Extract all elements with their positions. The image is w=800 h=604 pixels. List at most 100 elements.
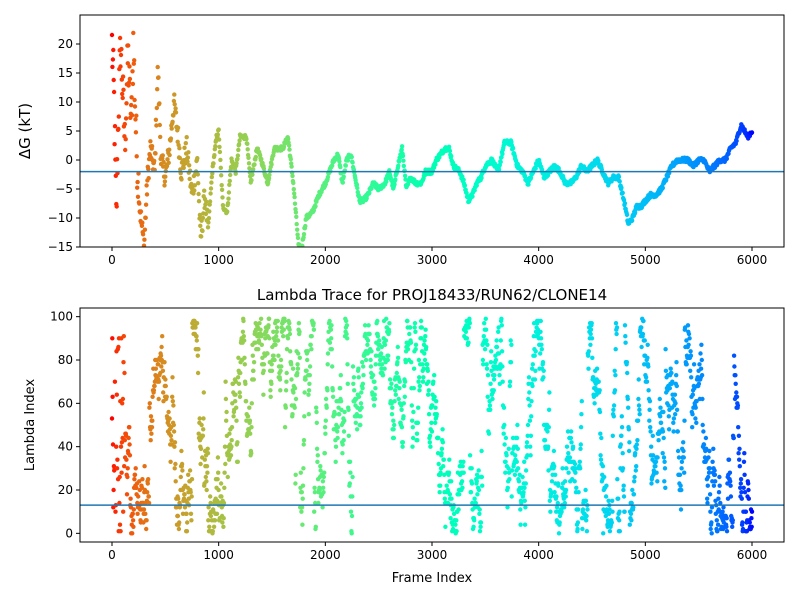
lambda-point [315,453,320,458]
lambda-point [604,483,609,488]
lambda-point [484,338,489,343]
lambda-point [285,336,291,341]
lambda-point [728,479,733,484]
lambda-point [184,511,189,516]
lambda-point [266,323,271,328]
lambda-point [742,472,747,477]
lambda-point [523,468,529,473]
lambda-point [361,373,366,378]
lambda-point [481,362,486,367]
lambda-point [433,420,438,425]
lambda-point [299,490,304,495]
lambda-point [161,390,166,395]
lambda-point [546,444,551,449]
lambda-point [472,518,477,523]
delta-g-point [171,98,177,104]
lambda-point [149,425,155,430]
lambda-point [496,329,501,334]
lambda-point [411,386,416,391]
lambda-point [410,444,415,449]
lambda-point [421,375,426,380]
lambda-point [521,490,526,495]
lambda-point [502,422,507,428]
lambda-point [736,451,741,456]
lambda-point [578,442,583,447]
lambda-point [380,373,386,378]
lambda-point [556,531,562,536]
lambda-point [653,459,659,464]
lambda-point [182,505,188,510]
lambda-point [383,338,389,343]
lambda-point [258,316,264,321]
lambda-point [196,347,201,352]
lambda-point [335,429,340,434]
lambda-point [457,492,462,497]
lambda-point [289,377,294,382]
lambda-point [204,487,209,493]
lambda-point [552,490,557,495]
lambda-point [426,388,431,393]
lambda-point [317,487,322,493]
lambda-point [527,418,533,423]
delta-g-point [120,95,125,101]
lambda-point [572,479,577,484]
lambda-point [440,440,446,445]
lambda-point [649,444,654,449]
lambda-point [447,457,452,462]
lambda-point [416,357,422,363]
lambda-point [708,509,713,514]
delta-g-point [171,113,176,118]
lambda-point [371,403,377,408]
lambda-point [411,409,416,415]
delta-g-point [281,144,287,150]
lambda-point [678,507,684,512]
lambda-point [545,429,550,434]
lambda-point [223,461,228,467]
lambda-point [672,392,678,397]
delta-g-point [255,146,261,151]
lambda-point [538,336,544,341]
lambda-point [682,418,687,423]
lambda-point [461,470,466,475]
delta-g-point [251,167,256,172]
delta-g-point [153,151,158,156]
lambda-point [346,407,351,412]
lambda-point [228,453,234,458]
lambda-point [419,336,424,341]
lambda-point [400,444,405,449]
lambda-point [425,362,430,367]
lambda-point [427,440,432,445]
delta-g-point [140,220,145,225]
lambda-point [388,386,394,391]
lambda-point [225,474,230,480]
lambda-point [216,487,221,493]
lambda-point [502,442,507,447]
delta-g-point [155,87,160,92]
lambda-point [688,349,693,354]
lambda-point [288,349,293,354]
delta-g-point [181,165,186,171]
lambda-point [423,327,428,332]
lambda-point [726,457,732,462]
delta-g-point [220,195,225,200]
lambda-point [559,509,564,514]
lambda-point [399,407,404,412]
lambda-point [210,529,215,534]
lambda-point [621,494,627,499]
lambda-point [135,511,140,516]
lambda-point [488,360,494,365]
lambda-point [573,470,578,475]
lambda-point [436,435,441,441]
lambda-point [731,435,736,441]
delta-g-point [218,157,223,163]
lambda-point [746,496,751,501]
lambda-point [271,353,276,358]
delta-g-point [401,163,406,169]
lambda-point [546,407,552,412]
lambda-point [382,366,387,371]
lambda-point [298,470,303,475]
lambda-point [328,327,334,332]
lambda-point [366,323,371,328]
lambda-point [507,383,512,389]
lambda-point [630,487,635,493]
